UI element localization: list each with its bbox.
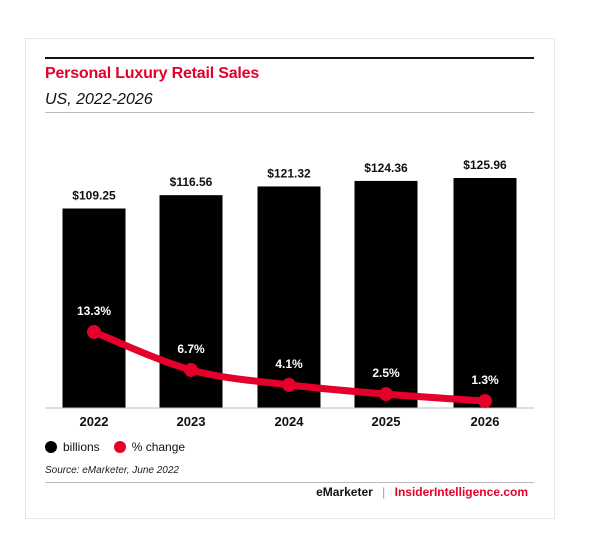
- percent-point-2024: [282, 377, 296, 392]
- percent-point-2022: [87, 325, 101, 339]
- percent-point-2025: [379, 387, 393, 402]
- bar-2022: [62, 208, 126, 408]
- footer-site-link[interactable]: InsiderIntelligence.com: [394, 485, 528, 499]
- percent-label-2022: 13.3%: [77, 304, 111, 318]
- x-tick-2022: 2022: [80, 414, 109, 429]
- percent-change-line: 13.3% 6.7% 4.1% 2.5% 1.3%: [77, 304, 499, 408]
- footer-separator: |: [382, 485, 386, 499]
- legend: billions % change: [45, 440, 199, 454]
- x-tick-2025: 2025: [372, 414, 401, 429]
- bar-2026: [453, 178, 517, 408]
- percent-label-2026: 1.3%: [471, 373, 499, 387]
- bar-2025: [354, 180, 418, 408]
- bar-group: $109.25 $116.56 $121.32 $124.36 $125.96: [62, 158, 517, 408]
- percent-point-2023: [184, 362, 198, 377]
- x-tick-2024: 2024: [275, 414, 305, 429]
- bar-2024: [257, 186, 321, 408]
- legend-billions-swatch: [45, 441, 57, 453]
- legend-item-billions: billions: [45, 440, 100, 454]
- bar-value-label-2024: $121.32: [267, 166, 311, 180]
- x-tick-labels: 2022 2023 2024 2025 2026: [80, 414, 500, 429]
- footer-rule: [45, 482, 534, 483]
- legend-percent-change-swatch: [113, 441, 126, 453]
- bar-value-label-2022: $109.25: [72, 189, 116, 203]
- percent-point-2026: [478, 394, 492, 408]
- x-tick-2026: 2026: [471, 414, 500, 429]
- x-tick-2023: 2023: [177, 414, 206, 429]
- legend-percent-change-label: % change: [131, 440, 186, 454]
- subtitle-rule: [45, 112, 534, 113]
- percent-label-2023: 6.7%: [177, 342, 205, 356]
- footer-brand: eMarketer: [316, 485, 373, 499]
- bar-value-label-2025: $124.36: [364, 161, 408, 175]
- chart-subtitle: US, 2022-2026: [45, 91, 153, 108]
- percent-label-2024: 4.1%: [275, 357, 303, 371]
- bar-value-label-2026: $125.96: [463, 158, 507, 172]
- legend-item-percent-change: % change: [113, 440, 186, 454]
- top-rule: [45, 57, 534, 59]
- bar-value-label-2023: $116.56: [170, 175, 213, 189]
- source-note: Source: eMarketer, June 2022: [45, 465, 179, 476]
- legend-billions-label: billions: [63, 440, 100, 454]
- percent-label-2025: 2.5%: [372, 366, 400, 380]
- chart-title: Personal Luxury Retail Sales: [45, 65, 260, 82]
- footer: eMarketer | InsiderIntelligence.com: [316, 485, 528, 499]
